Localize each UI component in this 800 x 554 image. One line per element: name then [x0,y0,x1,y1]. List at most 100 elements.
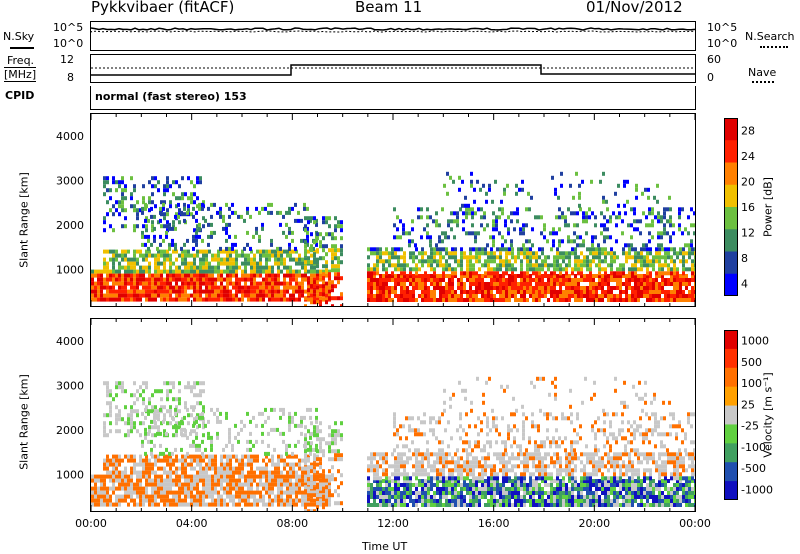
heatmap-cell [235,478,238,483]
heatmap-cell [421,479,424,483]
heatmap-cell [412,290,415,294]
heatmap-cell [601,290,604,294]
heatmap-cell [241,494,244,499]
heatmap-cell [471,207,474,212]
heatmap-cell [588,215,591,220]
heatmap-cell [541,294,544,298]
heatmap-cell [576,243,579,248]
heatmap-cell [531,243,534,248]
heatmap-cell [628,247,631,252]
heatmap-cell [606,207,609,212]
heatmap-cell [658,290,661,294]
heatmap-cell [169,257,172,262]
heatmap-cell [198,447,201,452]
heatmap-cell [385,247,388,252]
heatmap-cell [442,271,445,276]
heatmap-cell [396,227,399,232]
heatmap-cell [673,499,676,503]
heatmap-cell [670,499,673,503]
heatmap-cell [106,470,109,475]
heatmap-cell [415,278,418,282]
heatmap-cell [148,265,151,270]
heatmap-cell [304,296,307,301]
heatmap-cell [243,423,246,428]
colorbar-segment [724,229,738,252]
heatmap-cell [517,282,520,286]
heatmap-cell [667,294,670,298]
heatmap-cell [573,223,576,228]
heatmap-cell [470,171,473,176]
heatmap-cell [610,278,613,282]
heatmap-cell [169,409,172,414]
heatmap-cell [535,267,538,272]
heatmap-cell [178,196,181,201]
heatmap-cell [412,491,415,495]
heatmap-cell [511,294,514,298]
heatmap-cell [550,294,553,298]
heatmap-cell [418,251,421,256]
heatmap-cell [166,470,169,475]
heatmap-cell [688,278,691,282]
heatmap-cell [643,487,646,491]
heatmap-cell [498,215,501,220]
heatmap-cell [502,294,505,298]
heatmap-cell [319,300,322,305]
heatmap-cell [295,462,298,467]
heatmap-cell [646,483,649,487]
heatmap-cell [565,267,568,272]
heatmap-cell [316,429,319,434]
heatmap-cell [169,293,172,298]
heatmap-cell [295,490,298,495]
heatmap-cell [175,494,178,499]
heatmap-cell [319,498,322,503]
power-colorbar-label: Power [dB] [761,177,775,237]
heatmap-cell [487,298,490,302]
heatmap-cell [115,289,118,294]
heatmap-cell [256,474,259,479]
heatmap-cell [163,413,166,418]
heatmap-cell [181,474,184,479]
heatmap-cell [151,494,154,499]
heatmap-cell [172,180,175,185]
heatmap-cell [496,487,499,491]
heatmap-cell [657,243,660,248]
heatmap-cell [622,495,625,499]
heatmap-cell [367,271,370,276]
heatmap-cell [178,220,181,225]
heatmap-cell [265,281,268,286]
heatmap-cell [529,278,532,282]
heatmap-cell [250,289,253,294]
heatmap-cell [469,271,472,276]
heatmap-cell [178,409,181,414]
heatmap-cell [151,293,154,298]
heatmap-cell [175,289,178,294]
heatmap-cell [159,218,162,223]
heatmap-cell [259,253,262,258]
heatmap-cell [280,297,283,302]
heatmap-cell [376,278,379,282]
heatmap-cell [334,236,337,241]
heatmap-cell [673,483,676,487]
heatmap-cell [157,253,160,258]
heatmap-cell [237,439,240,444]
heatmap-cell [127,474,130,479]
heatmap-cell [163,381,166,386]
heatmap-cell [403,259,406,264]
heatmap-cell [148,293,151,298]
heatmap-cell [202,494,205,499]
heatmap-cell [493,491,496,495]
heatmap-cell [340,248,343,253]
heatmap-cell [589,271,592,276]
heatmap-cell [184,273,187,278]
heatmap-cell [199,393,202,398]
heatmap-cell [190,429,193,434]
heatmap-cell [622,499,625,503]
heatmap-cell [118,269,121,274]
heatmap-cell [178,285,181,290]
heatmap-cell [340,433,343,438]
heatmap-cell [643,503,646,507]
heatmap-cell [288,242,291,247]
heatmap-cell [514,259,517,264]
heatmap-cell [495,227,498,232]
heatmap-cell [505,495,508,499]
